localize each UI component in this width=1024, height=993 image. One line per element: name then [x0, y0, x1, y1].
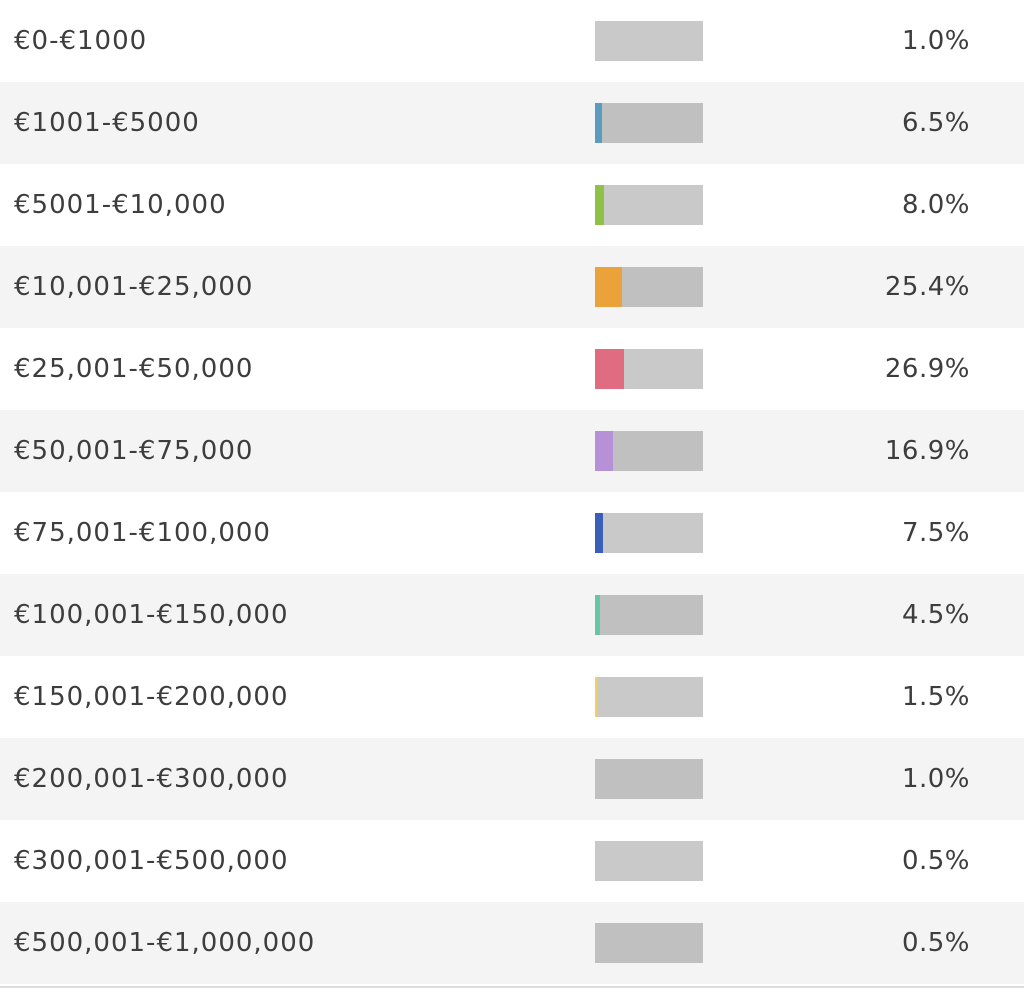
bar-track [595, 185, 703, 225]
percentage-label: 0.5% [901, 928, 970, 958]
table-row: €50,001-€75,000 16.9% [0, 410, 1024, 492]
range-label: €5001-€10,000 [14, 190, 227, 220]
bar [595, 923, 596, 963]
percentage-label: 7.5% [901, 518, 970, 548]
range-label: €1001-€5000 [14, 108, 200, 138]
percentage-label: 1.0% [901, 764, 970, 794]
table-row: €200,001-€300,000 1.0% [0, 738, 1024, 820]
range-label: €0-€1000 [14, 26, 148, 56]
table-row: €150,001-€200,000 1.5% [0, 656, 1024, 738]
bar [595, 513, 604, 553]
table-row: €0-€1000 1.0% [0, 0, 1024, 82]
percentage-label: 8.0% [901, 190, 970, 220]
bar-track [595, 349, 703, 389]
range-label: €75,001-€100,000 [14, 518, 271, 548]
bar [595, 841, 596, 881]
table-row: €75,001-€100,000 7.5% [0, 492, 1024, 574]
bar [595, 103, 603, 143]
bar-track [595, 431, 703, 471]
percentage-label: 26.9% [884, 354, 970, 384]
bar [595, 595, 600, 635]
bar-track [595, 513, 703, 553]
bar-track [595, 103, 703, 143]
table-row: €100,001-€150,000 4.5% [0, 574, 1024, 656]
bar [595, 349, 625, 389]
bar [595, 677, 597, 717]
percentage-label: 16.9% [884, 436, 970, 466]
bar-track [595, 759, 703, 799]
percentage-label: 4.5% [901, 600, 970, 630]
bottom-divider [0, 986, 1024, 988]
bar-track [595, 677, 703, 717]
bar [595, 21, 597, 61]
range-label: €500,001-€1,000,000 [14, 928, 316, 958]
bar [595, 759, 597, 799]
range-label: €25,001-€50,000 [14, 354, 254, 384]
bar-track [595, 595, 703, 635]
bar [595, 185, 604, 225]
range-label: €200,001-€300,000 [14, 764, 289, 794]
table-row: €500,001-€1,000,000 0.5% [0, 902, 1024, 984]
bar-track [595, 21, 703, 61]
percentage-label: 25.4% [884, 272, 970, 302]
bar-track [595, 267, 703, 307]
range-label: €50,001-€75,000 [14, 436, 254, 466]
range-label: €150,001-€200,000 [14, 682, 289, 712]
table-row: €10,001-€25,000 25.4% [0, 246, 1024, 328]
table-row: €25,001-€50,000 26.9% [0, 328, 1024, 410]
percentage-label: 1.5% [901, 682, 970, 712]
percentage-label: 0.5% [901, 846, 970, 876]
bar [595, 267, 623, 307]
bar-track [595, 841, 703, 881]
table-row: €300,001-€500,000 0.5% [0, 820, 1024, 902]
table-row: €5001-€10,000 8.0% [0, 164, 1024, 246]
percentage-label: 1.0% [901, 26, 970, 56]
bar-track [595, 923, 703, 963]
percentage-label: 6.5% [901, 108, 970, 138]
range-label: €10,001-€25,000 [14, 272, 254, 302]
table-row: €1001-€5000 6.5% [0, 82, 1024, 164]
bar [595, 431, 614, 471]
range-label: €100,001-€150,000 [14, 600, 289, 630]
range-label: €300,001-€500,000 [14, 846, 289, 876]
